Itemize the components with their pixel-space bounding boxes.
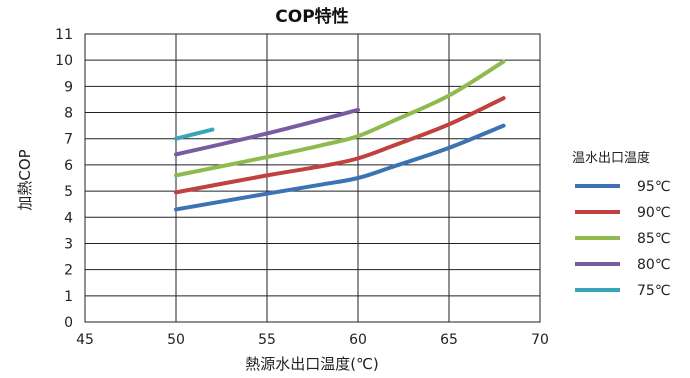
series-line-0 xyxy=(174,123,506,212)
y-tick-label: 10 xyxy=(55,53,73,69)
y-axis-label: 加熱COP xyxy=(16,149,34,210)
y-tick-label: 1 xyxy=(64,289,73,305)
y-tick-label: 8 xyxy=(64,106,73,122)
y-tick-label: 4 xyxy=(64,210,73,226)
y-tick-label: 9 xyxy=(64,79,73,95)
grid xyxy=(84,33,541,323)
x-tick-label: 60 xyxy=(349,332,367,348)
x-tick-label: 45 xyxy=(76,332,94,348)
chart-title: COP特性 xyxy=(275,6,348,27)
x-tick-label: 65 xyxy=(440,332,458,348)
x-tick-label: 50 xyxy=(167,332,185,348)
series-lines xyxy=(174,59,506,212)
x-axis-label: 熱源水出口温度(℃) xyxy=(245,355,379,373)
x-tick-label: 55 xyxy=(258,332,276,348)
y-tick-label: 6 xyxy=(64,158,73,174)
y-tick-label: 2 xyxy=(64,263,73,279)
plot-border xyxy=(84,33,541,323)
legend-label: 95℃ xyxy=(637,179,671,195)
y-tick-label: 0 xyxy=(64,315,73,331)
legend-label: 75℃ xyxy=(637,283,671,299)
y-tick-label: 11 xyxy=(55,27,73,43)
legend-title: 温水出口温度 xyxy=(572,150,650,166)
x-tick-label: 70 xyxy=(531,332,549,348)
legend: 温水出口温度 95℃ 90℃ 85℃ 80℃ 75℃ xyxy=(572,150,671,299)
y-tick-label: 7 xyxy=(64,132,73,148)
series-line-1 xyxy=(174,96,506,195)
legend-label: 80℃ xyxy=(637,257,671,273)
series-line-3 xyxy=(174,107,360,157)
y-tick-label: 5 xyxy=(64,184,73,200)
legend-label: 90℃ xyxy=(637,205,671,221)
y-tick-label: 3 xyxy=(64,236,73,252)
legend-label: 85℃ xyxy=(637,231,671,247)
series-line-2 xyxy=(174,59,506,178)
series-line-4 xyxy=(174,127,215,141)
